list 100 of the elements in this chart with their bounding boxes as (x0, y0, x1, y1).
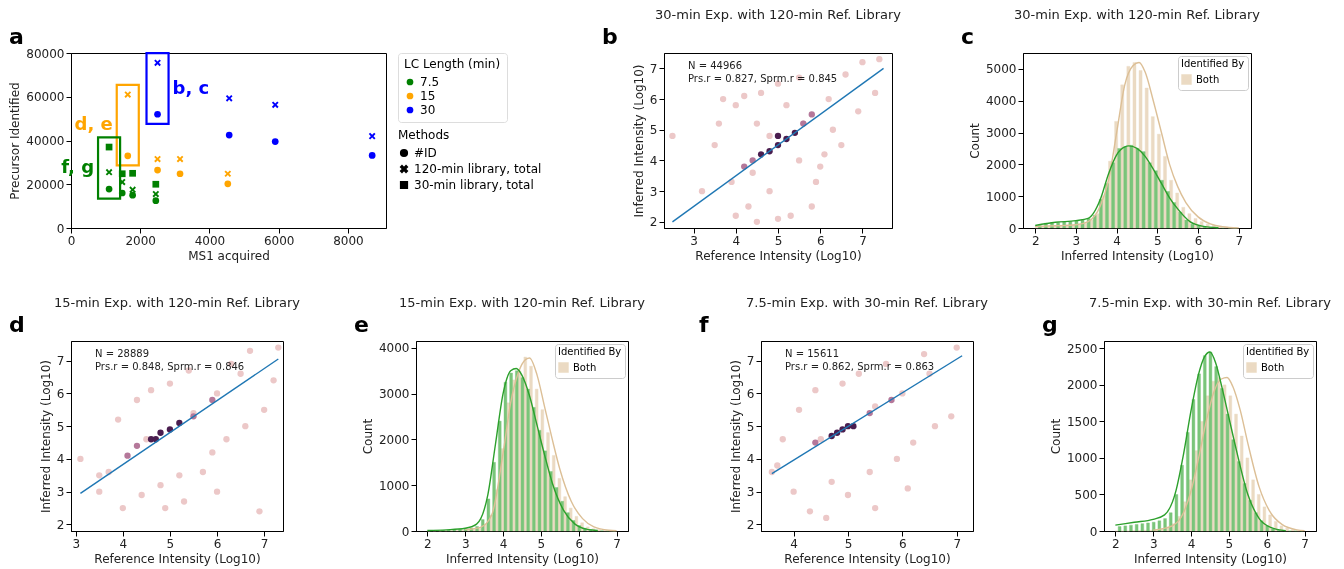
y-tick-label: 4 (649, 153, 658, 168)
x-tick-label: 4 (1187, 536, 1196, 551)
y-tick-label: 5 (56, 419, 65, 434)
y-tick-label: 3000 (378, 387, 410, 402)
x-tick-label: 4 (499, 536, 508, 551)
x-tick-label: 6 (899, 536, 907, 551)
y-tick-label: 1000 (1066, 451, 1098, 466)
y-tick-label: 7 (56, 354, 65, 369)
x-tick-label: 7 (859, 233, 867, 248)
legend-label: 30 (420, 103, 436, 117)
text: 120-min library, total (414, 162, 542, 176)
x-tick-label: 7 (260, 536, 269, 551)
y-tick-label: 7 (746, 354, 755, 369)
x-axis-title: Inferred Intensity (Log10) (1060, 248, 1215, 263)
legend-title: Identified By (1181, 58, 1245, 69)
annotation: Prs.r = 0.862, Sprm.r = 0.863 (785, 361, 935, 372)
text: #ID (414, 146, 437, 160)
y-tick-label: 2500 (1066, 341, 1098, 356)
x-tick-label: 3 (461, 536, 470, 551)
y-axis-title: Inferred Intensity (Log10) (728, 359, 743, 514)
y-tick-label: 6 (56, 386, 65, 401)
y-tick-label: 3 (56, 485, 65, 500)
y-tick-label: 3 (746, 485, 755, 500)
chart-title: 30-min Exp. with 120-min Ref. Library (655, 7, 902, 22)
y-tick-label: 40000 (26, 134, 65, 148)
y-axis-title: Precursor Identified (8, 82, 23, 200)
x-tick-label: 4 (1113, 233, 1121, 248)
x-tick-label: 5 (166, 536, 175, 551)
legend-title: Identified By (1246, 346, 1310, 357)
x-axis-title: MS1 acquired (188, 248, 270, 263)
y-tick-label: 6 (649, 92, 658, 107)
y-tick-label: 6 (746, 386, 755, 401)
y-tick-label: 2 (746, 517, 755, 532)
y-tick-label: 2000 (378, 432, 410, 447)
x-tick-label: 7 (1235, 233, 1244, 248)
y-tick-label: 1500 (1066, 414, 1098, 429)
x-tick-label: 2 (1031, 233, 1040, 248)
x-tick-label: 4000 (194, 233, 226, 248)
text: g (1042, 312, 1058, 337)
x-tick-label: 5 (844, 536, 853, 551)
text: e (354, 312, 369, 337)
y-tick-label: 1000 (985, 189, 1017, 204)
y-tick-label: 2000 (1066, 378, 1098, 393)
text: d (9, 312, 25, 337)
x-tick-label: 2 (424, 536, 432, 551)
chart-title: 15-min Exp. with 120-min Ref. Library (399, 295, 646, 310)
x-tick-label: 6 (816, 233, 825, 248)
y-tick-label: 2000 (985, 157, 1017, 172)
x-axis-title: Inferred Intensity (Log10) (445, 551, 600, 566)
text: a (9, 24, 24, 49)
annotation: N = 28889 (95, 348, 150, 359)
x-tick-label: 2000 (125, 233, 156, 248)
legend-label: 7.5 (420, 75, 440, 89)
x-tick-label: 5 (774, 233, 783, 248)
legend-title: LC Length (min) (404, 57, 501, 71)
y-tick-label: 3000 (985, 126, 1017, 141)
annotation: N = 44966 (688, 60, 743, 71)
x-axis-title: Inferred Intensity (Log10) (1133, 551, 1288, 566)
legend-title: Identified By (558, 346, 622, 357)
x-axis-title: Reference Intensity (Log10) (695, 248, 862, 263)
y-axis-title: Count (1048, 418, 1063, 455)
x-tick-label: 4 (732, 233, 741, 248)
y-tick-label: 1000 (378, 478, 410, 493)
y-tick-label: 3 (649, 184, 658, 199)
y-tick-label: 500 (1074, 487, 1098, 502)
x-tick-label: 2 (1112, 536, 1120, 551)
x-tick-label: 6 (575, 536, 584, 551)
chart-title: 15-min Exp. with 120-min Ref. Library (54, 295, 301, 310)
x-tick-label: 4 (790, 536, 798, 551)
x-axis-title: Reference Intensity (Log10) (784, 551, 951, 566)
chart-title: 7.5-min Exp. with 30-min Ref. Library (1089, 295, 1332, 310)
text: f (699, 312, 709, 337)
y-tick-label: 4 (746, 452, 755, 467)
x-tick-label: 6 (1263, 536, 1272, 551)
x-tick-label: 6 (1194, 233, 1203, 248)
y-axis-title: Inferred Intensity (Log10) (631, 64, 646, 218)
y-tick-label: 2 (649, 215, 658, 230)
y-axis-title: Count (967, 122, 982, 159)
y-tick-label: 4000 (378, 341, 410, 356)
y-tick-label: 0 (56, 221, 65, 236)
y-axis-title: Inferred Intensity (Log10) (38, 359, 53, 514)
text: b (602, 24, 618, 49)
y-tick-label: 2 (56, 517, 65, 532)
x-tick-label: 6000 (263, 233, 295, 248)
x-tick-label: 7 (953, 536, 962, 551)
y-tick-label: 5000 (985, 62, 1017, 77)
chart-title: 7.5-min Exp. with 30-min Ref. Library (746, 295, 989, 310)
x-tick-label: 5 (1225, 536, 1234, 551)
y-tick-label: 20000 (26, 177, 65, 192)
legend-label: Both (1261, 361, 1285, 373)
legend-label: 15 (420, 89, 436, 103)
x-tick-label: 7 (613, 536, 621, 551)
y-tick-label: 0 (1089, 524, 1098, 539)
legend-label: Both (573, 361, 597, 373)
y-axis-title: Count (360, 418, 375, 455)
x-tick-label: 8000 (333, 233, 364, 248)
x-tick-label: 5 (537, 536, 546, 551)
y-tick-label: 7 (649, 61, 658, 76)
y-tick-label: 4 (56, 452, 65, 467)
annotation: Prs.r = 0.827, Sprm.r = 0.845 (688, 73, 838, 84)
